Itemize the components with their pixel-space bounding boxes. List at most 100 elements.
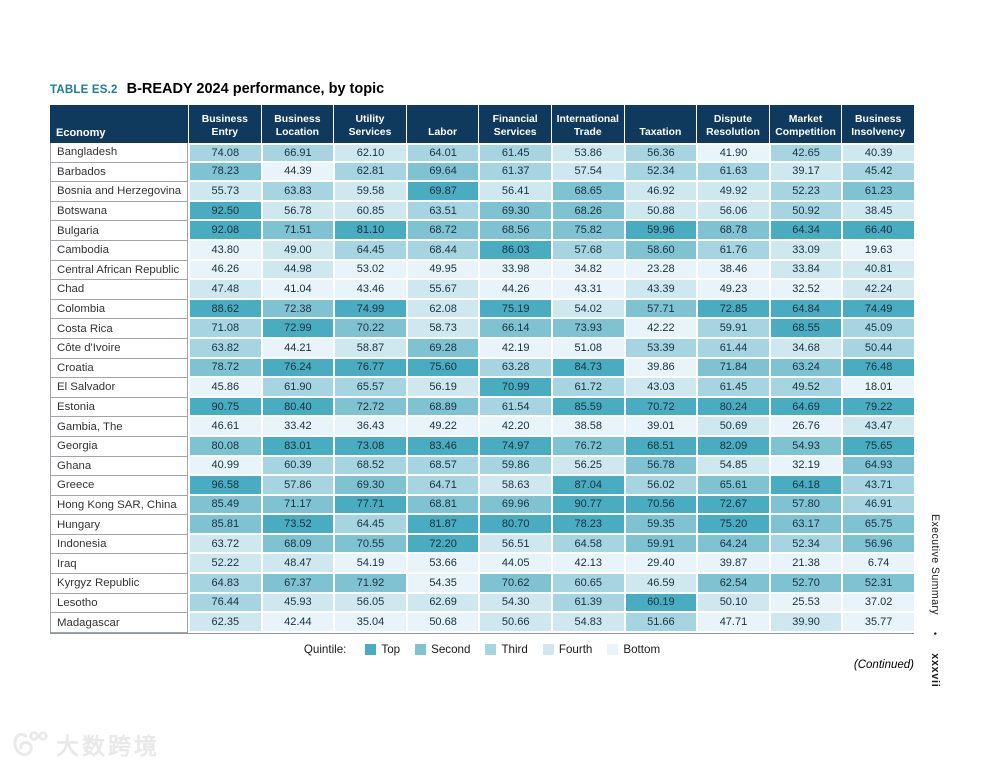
value-cell: 47.71 (696, 613, 769, 633)
value-cell: 69.28 (405, 338, 479, 359)
value-cell: 44.05 (478, 554, 551, 575)
value-cell: 90.75 (188, 397, 261, 418)
value-cell: 32.52 (768, 280, 842, 300)
legend-item-label: Top (381, 643, 401, 656)
economy-cell: Hungary (50, 515, 188, 535)
table-number-label: TABLE ES.2 (50, 84, 118, 96)
value-cell: 49.22 (405, 417, 479, 437)
table-row: Kyrgyz Republic 64.83 67.37 71.92 54.35 70.62… (50, 574, 914, 594)
value-cell: 78.72 (188, 358, 261, 379)
value-cell: 38.46 (696, 260, 769, 281)
value-cell: 62.08 (405, 299, 479, 320)
value-cell: 58.63 (478, 476, 551, 496)
value-cell: 40.81 (841, 260, 914, 281)
economy-cell: Barbados (50, 162, 188, 183)
value-cell: 56.78 (260, 201, 334, 222)
value-cell: 65.61 (696, 476, 769, 496)
table-row: Iraq 52.22 48.47 54.19 53.66 44.05 42.13 29.40 3… (50, 554, 914, 575)
table-row: Greece 96.58 57.86 69.30 64.71 58.63 87.04 56.0… (50, 476, 914, 496)
value-cell: 38.45 (841, 201, 914, 222)
value-cell: 60.19 (623, 593, 697, 614)
legend-item: Second (415, 643, 470, 656)
value-cell: 87.04 (550, 476, 624, 496)
value-cell: 58.60 (623, 240, 697, 261)
table-row: Estonia 90.75 80.40 72.72 68.89 61.54 85.59 70.… (50, 397, 914, 418)
header-topic: Business Location (260, 105, 334, 143)
table-row: Botswana 92.50 56.78 60.85 63.51 69.30 68.26 50… (50, 201, 914, 222)
legend-swatch (485, 644, 497, 655)
value-cell: 45.09 (841, 319, 914, 339)
value-cell: 56.06 (696, 201, 769, 222)
header-topic: Market Competition (768, 105, 842, 143)
economy-cell: Indonesia (50, 534, 188, 555)
value-cell: 52.34 (768, 534, 842, 555)
value-cell: 81.87 (405, 515, 479, 535)
economy-cell: Gambia, The (50, 417, 188, 437)
value-cell: 64.93 (841, 456, 914, 477)
value-cell: 46.91 (841, 495, 914, 516)
value-cell: 57.71 (623, 299, 697, 320)
value-cell: 54.02 (550, 299, 624, 320)
table-row: Madagascar 62.35 42.44 35.04 50.68 50.66 54.83… (50, 613, 914, 633)
value-cell: 71.84 (696, 358, 769, 379)
value-cell: 69.30 (333, 476, 406, 496)
value-cell: 41.90 (696, 143, 769, 163)
value-cell: 46.61 (188, 417, 261, 437)
table-title-block: TABLE ES.2 B-READY 2024 performance, by t… (50, 80, 384, 98)
value-cell: 39.01 (623, 417, 697, 437)
legend-item: Top (365, 643, 400, 656)
economy-cell: Costa Rica (50, 319, 188, 339)
legend-item: Bottom (607, 643, 660, 656)
table-row: Lesotho 76.44 45.93 56.05 62.69 54.30 61.39 60.… (50, 593, 914, 614)
economy-cell: Kyrgyz Republic (50, 574, 188, 594)
value-cell: 78.23 (550, 515, 624, 535)
value-cell: 67.37 (260, 574, 334, 594)
value-cell: 64.45 (333, 515, 406, 535)
value-cell: 72.67 (696, 495, 769, 516)
legend-item-label: Third (501, 643, 528, 656)
value-cell: 65.57 (333, 378, 406, 398)
value-cell: 96.58 (188, 476, 261, 496)
value-cell: 75.20 (696, 515, 769, 535)
value-cell: 59.96 (623, 221, 697, 241)
value-cell: 61.76 (696, 240, 769, 261)
value-cell: 33.98 (478, 260, 551, 281)
table-row: Indonesia 63.72 68.09 70.55 72.20 56.51 64.58 5… (50, 534, 914, 555)
value-cell: 64.18 (768, 476, 842, 496)
value-cell: 64.69 (768, 397, 842, 418)
margin-section-label: Executive Summary (929, 514, 941, 615)
value-cell: 61.44 (696, 338, 769, 359)
value-cell: 64.84 (768, 299, 842, 320)
value-cell: 43.31 (550, 280, 624, 300)
value-cell: 57.80 (768, 495, 842, 516)
header-topic: Labor (405, 105, 479, 143)
value-cell: 74.49 (841, 299, 914, 320)
value-cell: 64.83 (188, 574, 261, 594)
value-cell: 63.72 (188, 534, 261, 555)
value-cell: 82.09 (696, 436, 769, 457)
economy-cell: Central African Republic (50, 260, 188, 281)
value-cell: 42.19 (478, 338, 551, 359)
value-cell: 61.45 (478, 143, 551, 163)
value-cell: 49.00 (260, 240, 334, 261)
value-cell: 50.68 (405, 613, 479, 633)
table-body: Bangladesh 74.08 66.91 62.10 64.01 61.45 53.86… (50, 143, 914, 633)
value-cell: 33.09 (768, 240, 842, 261)
value-cell: 49.95 (405, 260, 479, 281)
value-cell: 56.36 (623, 143, 697, 163)
value-cell: 6.74 (841, 554, 914, 575)
table-row: Bosnia and Herzegovina 55.73 63.83 59.58 69.… (50, 182, 914, 202)
margin-bullet: • (930, 632, 940, 636)
value-cell: 61.45 (696, 378, 769, 398)
header-topic: International Trade (550, 105, 624, 143)
value-cell: 85.59 (550, 397, 624, 418)
value-cell: 39.87 (696, 554, 769, 575)
value-cell: 56.19 (405, 378, 479, 398)
value-cell: 49.92 (696, 182, 769, 202)
value-cell: 51.08 (550, 338, 624, 359)
value-cell: 43.46 (333, 280, 406, 300)
value-cell: 52.34 (623, 162, 697, 183)
value-cell: 42.44 (260, 613, 334, 633)
economy-cell: Bulgaria (50, 221, 188, 241)
